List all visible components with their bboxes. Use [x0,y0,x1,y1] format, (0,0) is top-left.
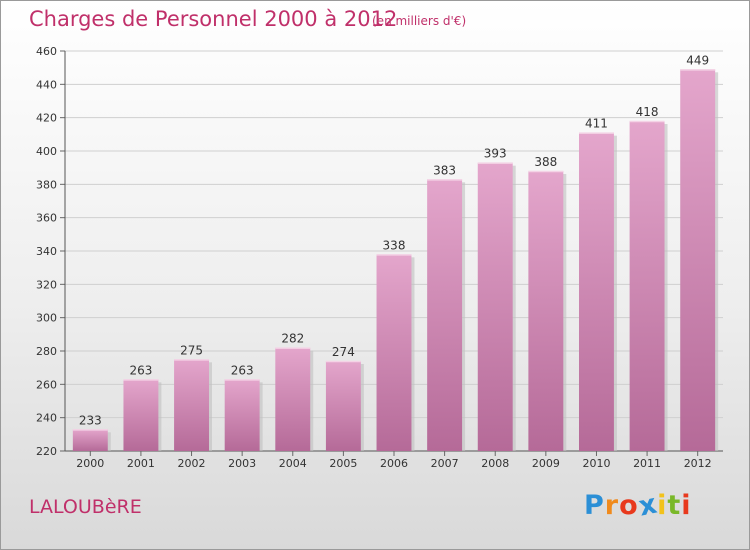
x-tick-label: 2004 [279,457,307,470]
y-tick-label: 460 [36,45,57,58]
x-tick-label: 2003 [228,457,256,470]
commune-name: LALOUBèRE [29,496,142,518]
data-label: 274 [332,345,355,359]
bar [477,162,513,451]
data-label: 449 [686,53,709,67]
bar [578,132,614,451]
data-label: 388 [534,155,557,169]
x-tick-label: 2001 [127,457,155,470]
x-tick-label: 2007 [431,457,459,470]
logo-letter: P [584,490,605,521]
data-label: 233 [79,413,102,427]
logo-letter: r [604,490,620,521]
y-tick-label: 400 [36,145,57,158]
bar [528,171,564,451]
x-tick-label: 2002 [178,457,206,470]
bar [72,429,108,451]
y-tick-label: 340 [36,245,57,258]
x-tick-label: 2000 [76,457,104,470]
logo-letter: t [667,490,682,521]
x-tick-label: 2006 [380,457,408,470]
x-tick-label: 2010 [582,457,610,470]
y-tick-label: 380 [36,178,57,191]
data-label: 383 [433,163,456,177]
proxiti-logo[interactable]: Proxiti [584,488,692,522]
chart-title: Charges de Personnel 2000 à 2012 [29,7,398,31]
x-tick-label: 2009 [532,457,560,470]
data-label: 418 [636,105,659,119]
y-tick-label: 280 [36,345,57,358]
y-tick-label: 240 [36,412,57,425]
y-tick-label: 260 [36,378,57,391]
logo-letter: i [657,490,668,521]
logo-letter: o [619,490,639,521]
y-tick-label: 320 [36,278,57,291]
bar [680,69,716,451]
logo-letter: i [681,490,692,521]
x-tick-label: 2012 [684,457,712,470]
bar [427,179,463,452]
bar [224,379,260,451]
y-tick-label: 420 [36,112,57,125]
x-tick-label: 2011 [633,457,661,470]
x-tick-label: 2008 [481,457,509,470]
y-tick-label: 220 [36,445,57,458]
data-label: 393 [484,147,507,161]
data-label: 275 [180,343,203,357]
data-label: 263 [129,363,152,377]
data-label: 411 [585,117,608,131]
bar [123,379,159,451]
bar [275,347,311,451]
x-tick-label: 2005 [329,457,357,470]
data-label: 263 [231,363,254,377]
chart-unit: (en milliers d'€) [372,14,467,28]
data-label: 338 [383,238,406,252]
y-tick-label: 440 [36,78,57,91]
data-label: 282 [281,332,304,346]
y-tick-label: 360 [36,212,57,225]
bar [629,121,665,451]
bar [376,254,412,451]
bar [174,359,210,451]
bar [325,361,361,451]
y-tick-label: 300 [36,312,57,325]
